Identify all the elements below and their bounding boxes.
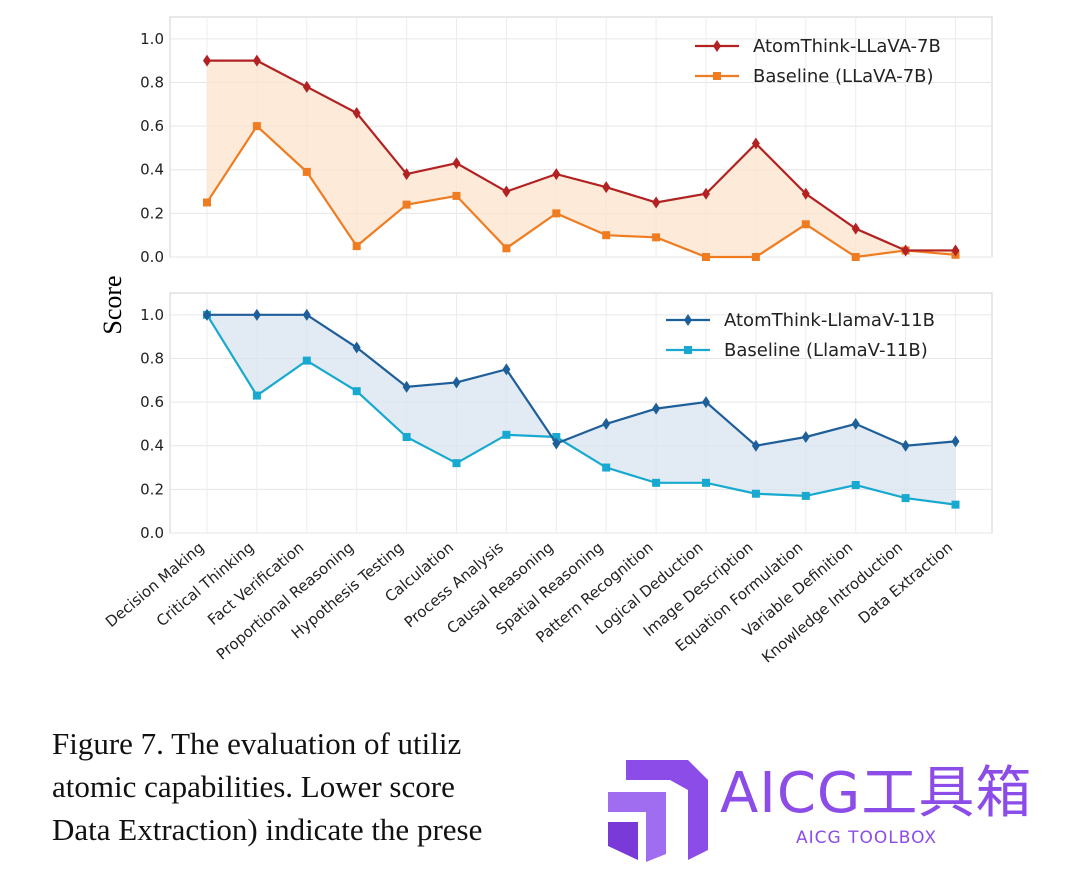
series-1-point [951,435,960,448]
y-axis-label: Score [98,275,127,334]
series-2-point [302,356,311,365]
series-1-point [602,417,611,430]
watermark-subtitle: AICG TOOLBOX [796,828,938,848]
series-2-point [502,430,511,439]
series-1-point [252,308,261,321]
series-1-point [452,157,461,170]
series-2-point [602,463,611,472]
series-2-point [252,391,261,400]
watermark-title: AICG工具箱 [720,761,1033,826]
series-2-point [402,433,411,441]
chart-panel-2: 0.0 0.2 0.4 0.6 0.8 1.0 AtomThink-LlamaV-11B Ba… [140,292,993,542]
series-1-point [751,439,760,452]
y-tick-label: 0.6 [140,393,164,411]
y-tick-label: 1.0 [140,30,164,48]
series-1-point [552,168,561,181]
series-2-point [602,231,611,240]
series-2-point [203,198,211,207]
legend-marker [684,346,692,354]
y-tick-label: 0.6 [140,117,164,135]
series-2-point [751,489,760,498]
series-1-point [702,187,710,200]
series-1-point [801,187,810,200]
watermark: AICG工具箱 AICG TOOLBOX [600,740,1060,871]
series-2-point [352,242,361,251]
series-2-point [352,387,361,396]
series-2-point [751,253,760,261]
series-1-point [352,341,361,354]
fill-between-area [207,314,956,505]
series-1-point [901,244,910,257]
series-1-point [502,363,511,376]
chart: 0.0 0.2 0.4 0.6 0.8 1.0 AtomThink-LLaVA-7B Base… [98,16,993,667]
y-tick-label: 0.8 [140,73,164,91]
y-tick-label: 0.4 [140,437,164,455]
series-2-point [851,253,860,261]
series-line-1 [207,313,956,447]
series-1-point [502,185,511,198]
watermark-logo-icon [608,760,708,862]
series-2-point [652,233,661,242]
legend-entry-2: Baseline (LLaVA-7B) [753,66,934,87]
caption-line-3: Data Extraction) indicate the prese [52,812,483,847]
legend-marker [713,40,721,52]
figure-caption: Figure 7. The evaluation of utiliz atomi… [52,722,592,851]
series-2-point [951,500,960,509]
y-tick-label: 0.8 [140,349,164,367]
series-2-point [302,167,311,176]
y-tick-label: 0.4 [140,161,164,179]
series-1-point [452,376,461,389]
series-1-point [402,380,411,393]
series-1-point [402,168,411,181]
series-1-point [302,308,311,321]
series-1-point [751,137,760,150]
series-2-point [452,459,461,468]
y-tick-label: 0.0 [140,524,164,542]
series-2-point [702,478,710,487]
fill-between-area [207,60,956,257]
series-2-point [901,494,910,503]
series-2-point [801,220,810,229]
series-1-point [252,54,261,67]
series-1-point [203,54,211,67]
caption-line-2: atomic capabilities. Lower score [52,769,455,804]
series-2-point [851,481,860,489]
series-2-point [652,478,661,487]
legend-marker [713,72,721,80]
series-1-point [801,431,810,443]
y-tick-label: 0.2 [140,204,164,222]
series-1-point [602,181,611,194]
series-2-point [552,209,561,218]
y-tick-label: 0.0 [140,248,164,266]
series-1-point [951,244,960,257]
series-line-2 [206,124,956,259]
series-1-point [552,437,561,450]
series-1-point [203,308,211,321]
series-line-1 [207,59,956,252]
series-1-point [652,402,661,415]
series-line-2 [206,314,956,506]
series-2-point [452,191,461,200]
series-1-point [302,80,311,93]
y-tick-label: 0.2 [140,480,164,498]
series-2-point [801,491,810,500]
series-2-point [502,244,511,253]
series-1-point [352,107,361,119]
series-1-point [851,222,860,235]
caption-line-1: Figure 7. The evaluation of utiliz [52,726,462,761]
legend-entry-2: Baseline (LlamaV-11B) [724,340,928,361]
series-2-point [552,433,561,441]
series-2-point [702,253,710,261]
series-2-point [252,122,261,131]
series-1-point [652,196,661,209]
series-1-point [901,439,910,452]
legend-entry-1: AtomThink-LLaVA-7B [753,36,941,57]
series-2-point [402,200,411,209]
series-1-point [851,417,860,430]
legend-marker [684,314,692,326]
chart-panel-1: 0.0 0.2 0.4 0.6 0.8 1.0 AtomThink-LLaVA-7B Base… [140,16,993,266]
y-tick-label: 1.0 [140,306,164,324]
series-1-point [702,396,710,409]
legend-entry-1: AtomThink-LlamaV-11B [724,310,935,331]
